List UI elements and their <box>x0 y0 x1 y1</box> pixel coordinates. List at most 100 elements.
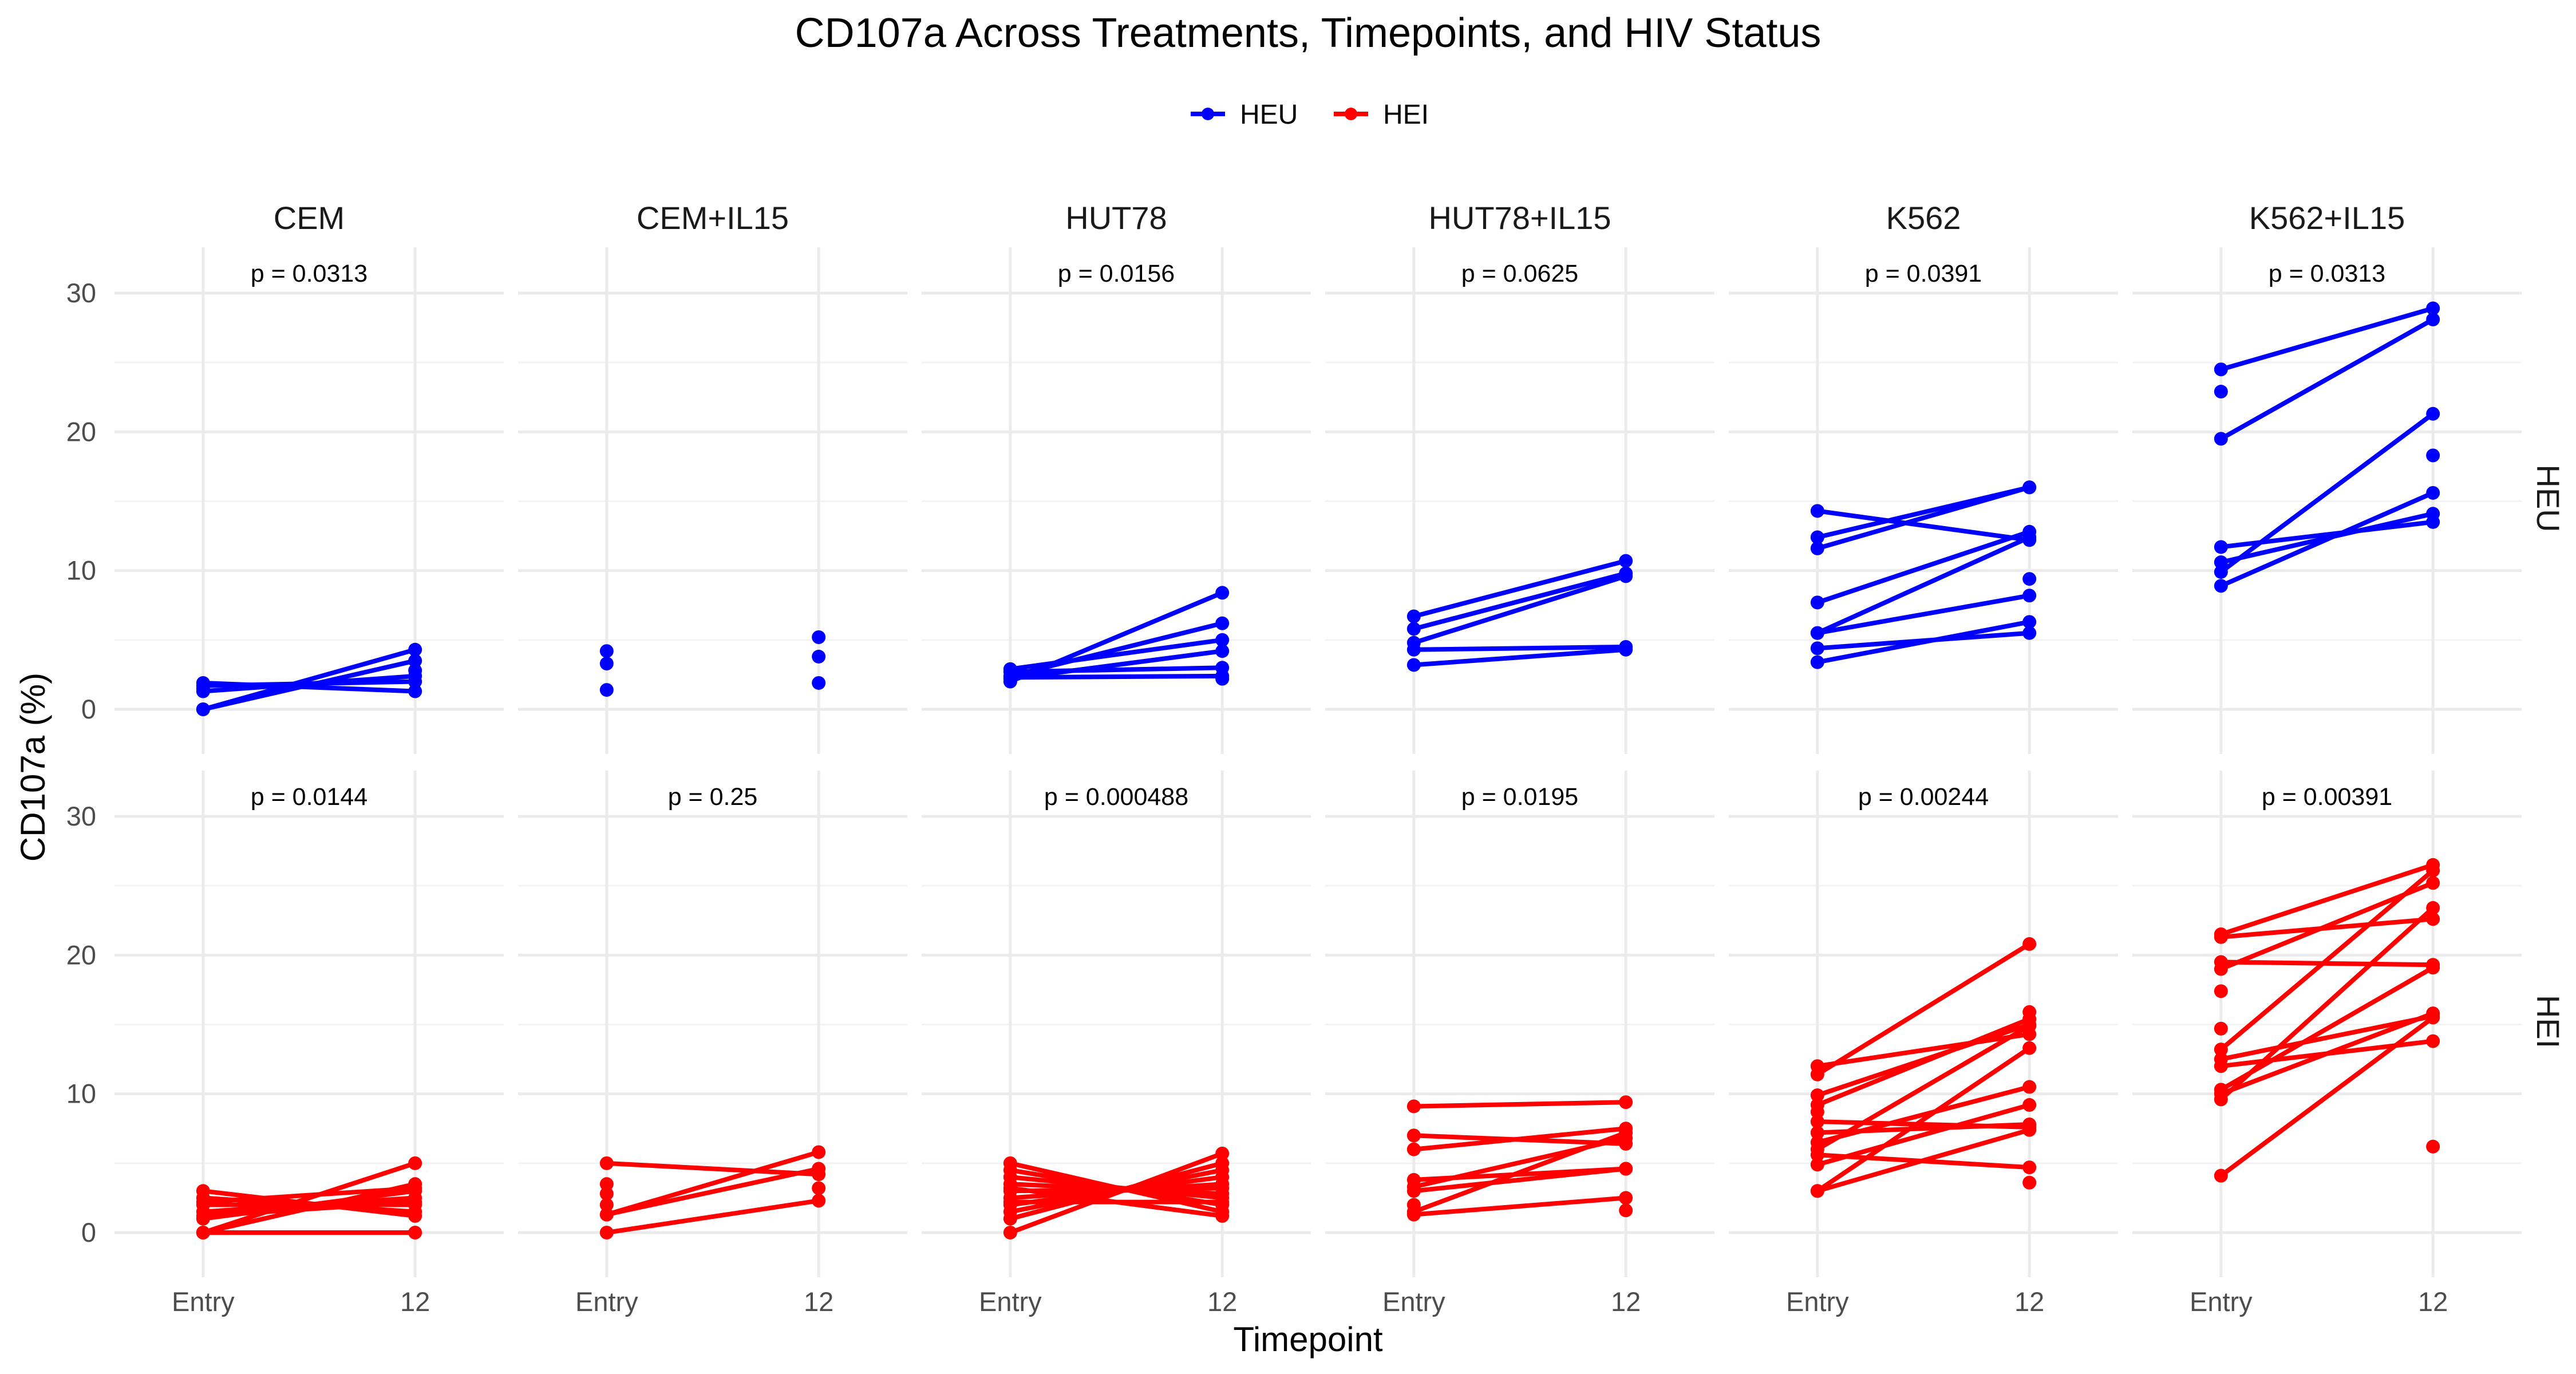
data-point <box>2214 1059 2228 1073</box>
legend-item-hei: HEI <box>1334 100 1429 130</box>
p-value-label: p = 0.0313 <box>251 260 368 287</box>
data-point <box>812 1145 826 1159</box>
data-point <box>408 674 422 689</box>
series-line <box>604 1198 821 1235</box>
x-tick-label: 12 <box>2014 1286 2044 1317</box>
x-tick-label: Entry <box>2190 1286 2253 1317</box>
data-point <box>1406 622 1421 636</box>
facet-strip-label: K562 <box>1886 200 1961 236</box>
data-point <box>1810 1158 1824 1172</box>
data-point <box>2426 448 2440 463</box>
data-point <box>1215 1195 1230 1209</box>
series-line <box>1411 644 1629 652</box>
data-point <box>2022 1175 2037 1190</box>
data-point <box>196 1209 210 1223</box>
data-point <box>599 1226 614 1239</box>
data-point <box>196 1184 210 1198</box>
series-line <box>1411 647 1629 668</box>
data-point <box>599 1156 614 1170</box>
series-line <box>200 1199 418 1218</box>
y-tick-label: 0 <box>81 1217 96 1247</box>
data-point <box>2214 565 2228 579</box>
data-point <box>2426 1139 2440 1154</box>
data-point <box>1619 1191 1633 1205</box>
data-point <box>1406 609 1421 623</box>
y-tick-label: 30 <box>66 278 96 308</box>
data-point <box>2214 362 2228 377</box>
data-point <box>599 644 614 658</box>
facet-row-label: HEI <box>2530 995 2566 1048</box>
data-point <box>2022 589 2037 603</box>
series-line <box>200 680 418 694</box>
data-point <box>1619 642 1633 657</box>
p-value-label: p = 0.000488 <box>1044 783 1188 811</box>
panel-cem-heu: p = 0.0313 <box>114 247 504 754</box>
data-point <box>408 1226 422 1239</box>
data-point <box>1406 1128 1421 1143</box>
series-line <box>1411 1195 1629 1217</box>
panel-cem-il15-hei: p = 0.25 <box>518 771 907 1277</box>
data-point <box>1619 1203 1633 1218</box>
series-line <box>1008 637 1225 672</box>
series-line <box>200 1160 418 1235</box>
series-line <box>1815 1032 2032 1069</box>
data-point <box>2214 1021 2228 1036</box>
panel-k562-il15-hei: p = 0.00391 <box>2132 771 2522 1277</box>
data-point <box>408 1195 422 1209</box>
data-point <box>599 683 614 697</box>
series-line <box>1815 941 2032 1077</box>
legend-label: HEU <box>1240 100 1298 130</box>
p-value-label: p = 0.0144 <box>251 783 368 811</box>
data-point <box>1810 1088 1824 1103</box>
p-value-label: p = 0.0195 <box>1461 783 1578 811</box>
data-point <box>2214 1168 2228 1183</box>
data-point <box>1406 1198 1421 1212</box>
series-line <box>1411 1130 1629 1214</box>
data-point <box>1619 1126 1633 1140</box>
data-point <box>2214 540 2228 554</box>
x-tick-label: 12 <box>400 1286 430 1317</box>
y-tick-label: 10 <box>66 555 96 586</box>
x-tick-label: Entry <box>172 1286 235 1317</box>
data-point <box>2214 385 2228 399</box>
data-point <box>1406 1207 1421 1222</box>
data-point <box>2214 1092 2228 1107</box>
data-point <box>2022 937 2037 951</box>
p-value-label: p = 0.25 <box>668 783 758 811</box>
data-point <box>812 1162 826 1176</box>
x-tick-label: 12 <box>804 1286 833 1317</box>
data-point <box>812 649 826 664</box>
data-point <box>2426 301 2440 315</box>
series-line <box>1815 535 2032 635</box>
data-point <box>2022 1160 2037 1175</box>
series-line <box>2218 1015 2436 1178</box>
data-point <box>2426 485 2440 500</box>
series-line <box>1008 649 1225 681</box>
data-point <box>1810 1115 1824 1129</box>
series-line <box>2218 306 2436 372</box>
data-point <box>1810 655 1824 669</box>
data-point <box>1215 672 1230 686</box>
legend-item-heu: HEU <box>1191 100 1298 130</box>
data-point <box>1810 1184 1824 1198</box>
facet-strip-label: HUT78 <box>1065 200 1167 236</box>
data-point <box>1810 1105 1824 1119</box>
data-point <box>1003 1156 1017 1170</box>
data-point <box>1003 1195 1017 1209</box>
p-value-label: p = 0.0391 <box>1865 260 1982 287</box>
data-point <box>2214 984 2228 998</box>
p-value-label: p = 0.0313 <box>2269 260 2385 287</box>
series-line <box>604 1160 821 1177</box>
series-line <box>2218 881 2436 972</box>
series-line <box>2218 519 2436 550</box>
data-point <box>2214 432 2228 446</box>
data-point <box>2426 1010 2440 1025</box>
data-point <box>1215 586 1230 600</box>
panel-k562-hei: p = 0.00244 <box>1729 771 2118 1277</box>
panel-k562-heu: p = 0.0391 <box>1729 247 2118 754</box>
series-line <box>1008 673 1225 680</box>
facet-strip-label: HUT78+IL15 <box>1428 200 1611 236</box>
data-point <box>2426 876 2440 890</box>
series-line <box>1815 593 2032 635</box>
y-tick-label: 10 <box>66 1079 96 1109</box>
